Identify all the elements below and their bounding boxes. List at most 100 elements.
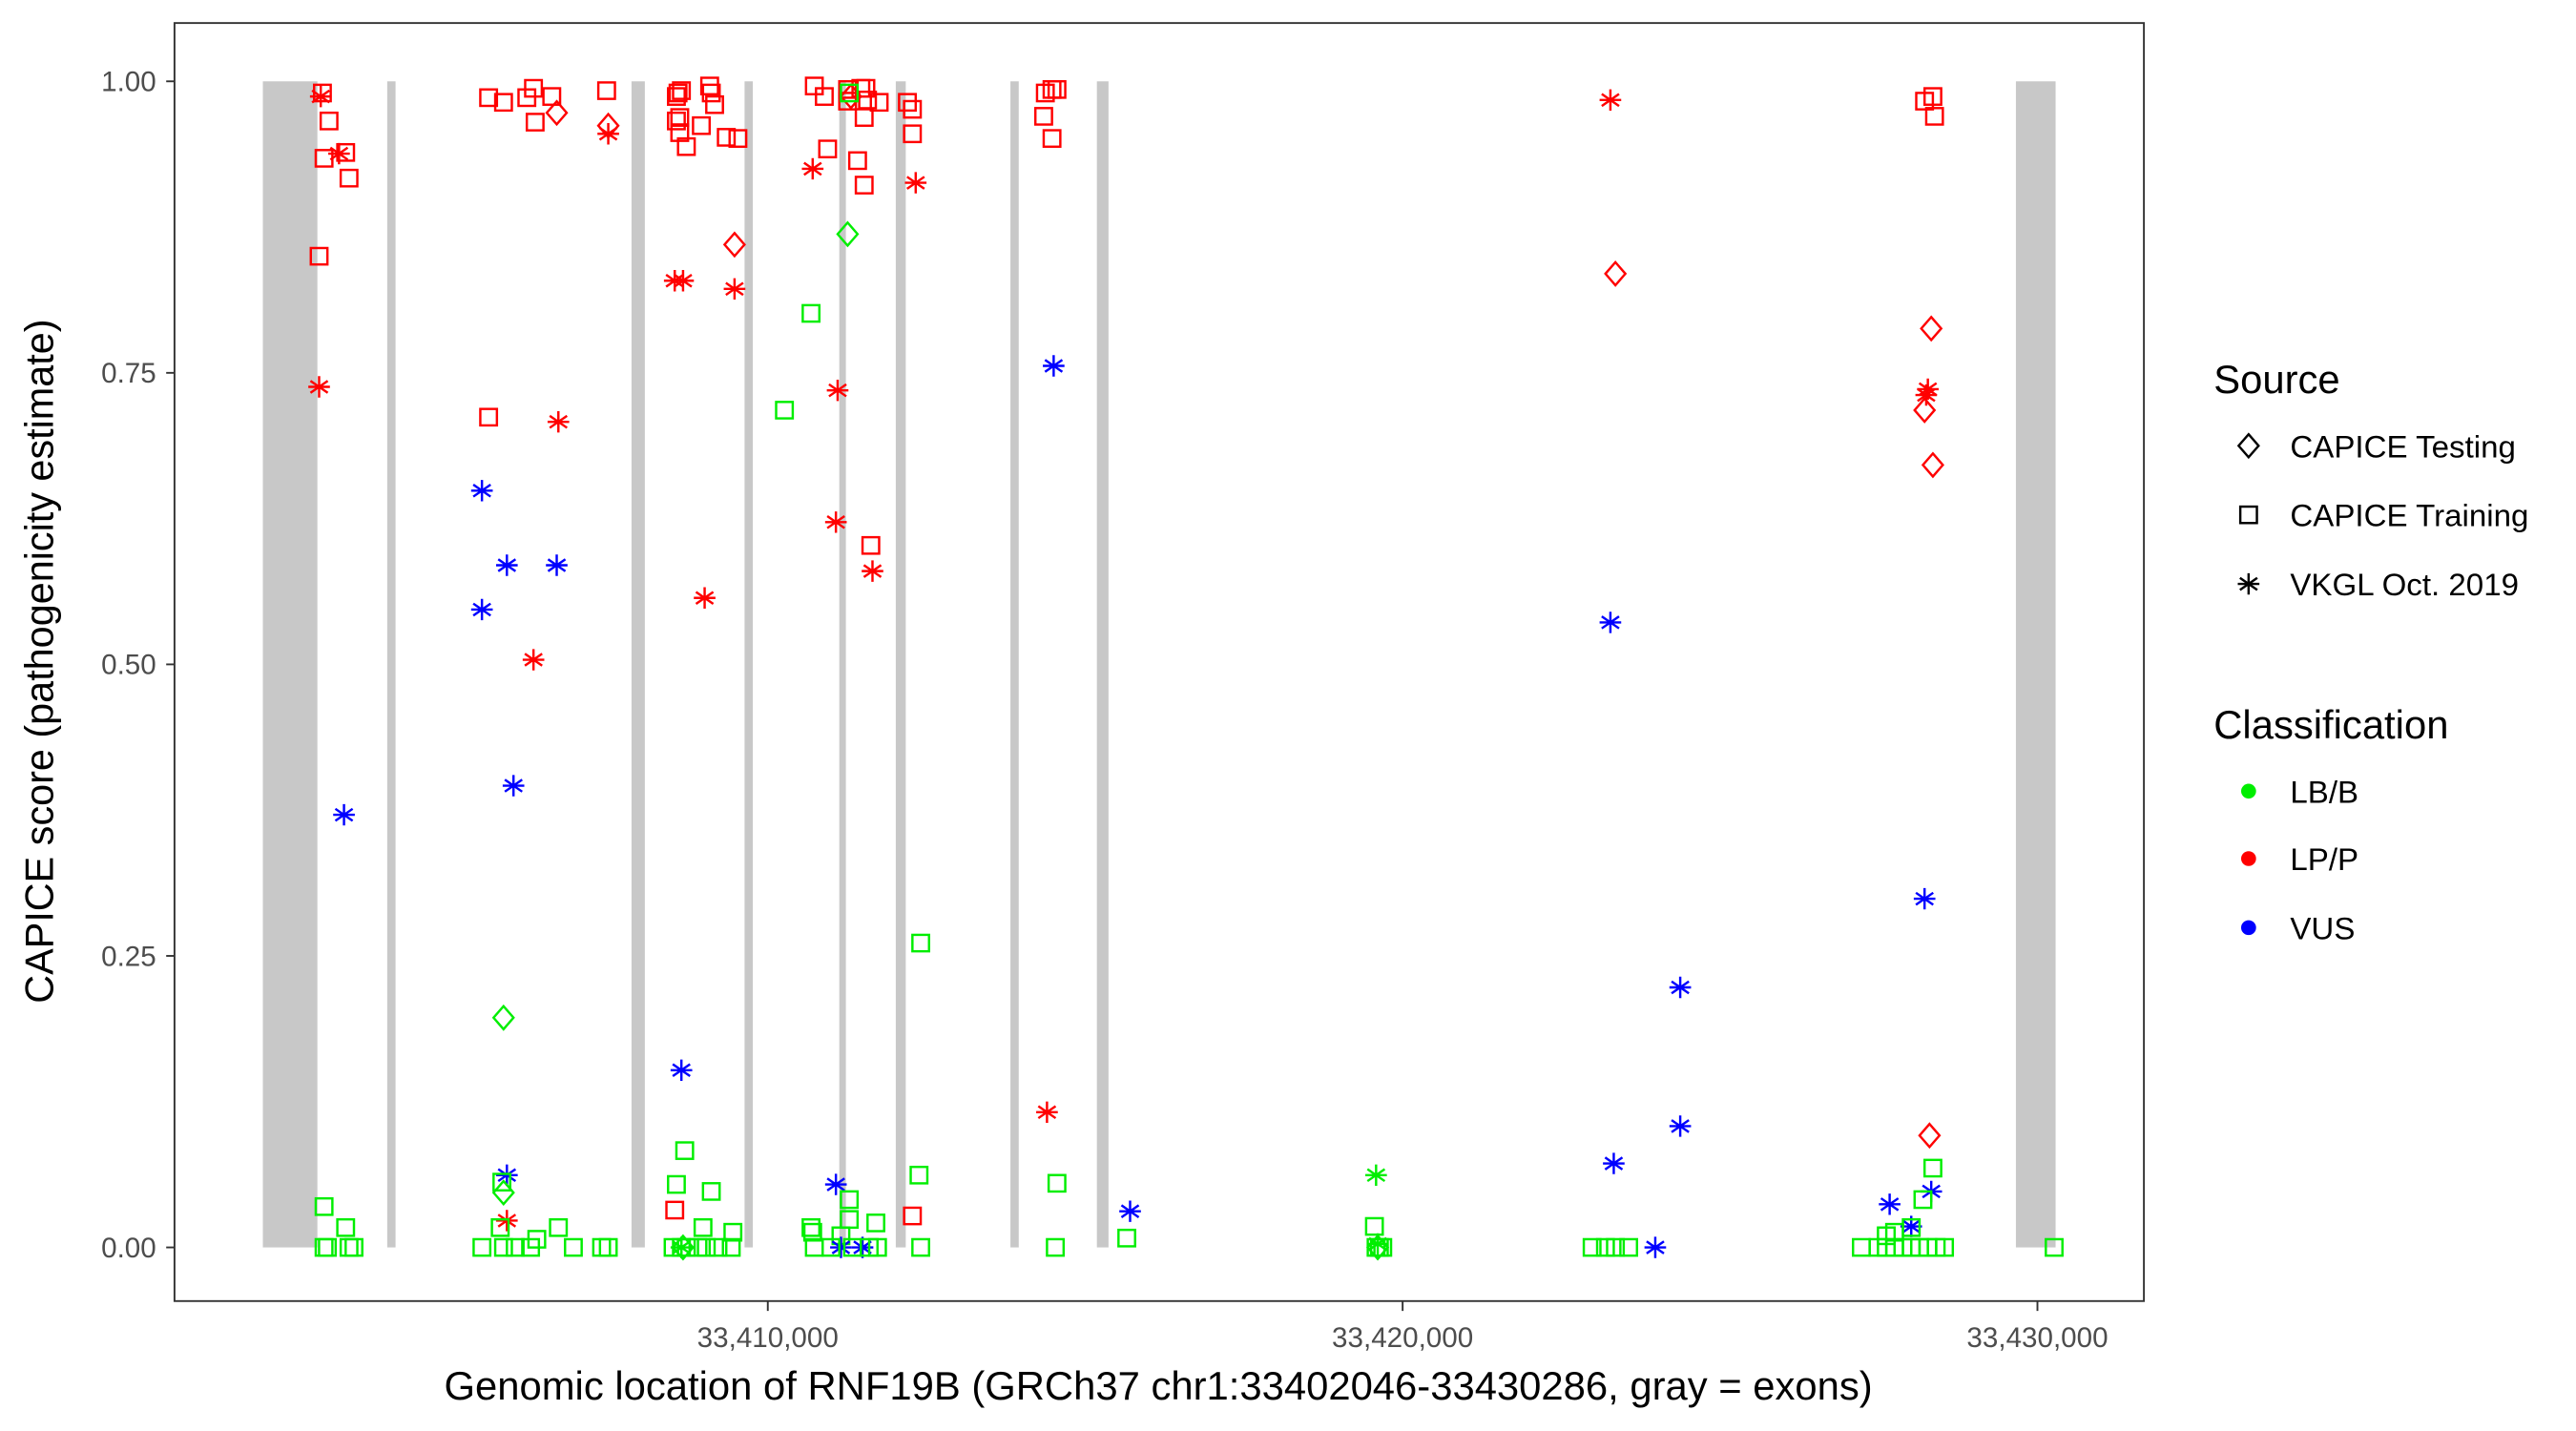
square-marker [670,123,690,142]
data-point [696,1237,717,1257]
diamond-marker [2236,432,2260,460]
data-point [1366,1233,1389,1255]
square-marker [1034,107,1053,126]
square-marker [564,1237,583,1257]
data-point [1922,87,1942,106]
diamond-marker [722,231,746,259]
data-point [854,108,874,127]
data-point [670,1059,693,1081]
diamond-marker [1920,315,1943,342]
data-point [1917,378,1939,401]
square-marker [506,1237,525,1257]
data-point [309,85,332,108]
square-marker [665,1200,685,1220]
data-point [851,1236,874,1258]
asterisk-marker [522,649,545,671]
exon-bands [262,81,2056,1248]
data-point [903,99,923,119]
asterisk-marker [1365,1164,1387,1186]
asterisk-marker [1915,384,1938,406]
data-point [339,1237,359,1257]
legend-key-dot-icon [2241,783,2256,799]
data-point [821,1237,841,1257]
square-marker [840,1190,860,1210]
data-point [911,1237,930,1257]
data-point [524,78,544,98]
data-point [862,560,883,582]
data-point [546,554,568,576]
exon-band [744,81,754,1248]
exon-band [262,81,318,1248]
square-marker [801,1217,821,1237]
square-marker [821,1237,841,1257]
data-point [1922,1158,1942,1178]
y-tick-label: 0.50 [101,650,156,681]
square-marker [721,1237,741,1257]
asterisk-marker [670,1059,693,1081]
data-point [667,87,686,106]
square-marker [336,142,356,162]
data-point [1043,355,1065,377]
y-axis-title: CAPICE score (pathogenicity estimate) [17,319,62,1003]
legend-key-square-icon [2238,505,2258,525]
data-point [1047,79,1067,99]
data-point [1606,1237,1626,1257]
square-marker [728,129,748,148]
data-point [1920,315,1943,342]
data-point [470,598,493,621]
asterisk-marker [830,1236,852,1258]
data-point [694,587,716,609]
data-point [804,1237,824,1257]
diamond-marker [1913,397,1937,424]
asterisk-marker [1669,976,1692,999]
data-point [1042,129,1062,148]
data-point [721,1237,741,1257]
asterisk-marker [801,157,824,180]
square-marker [479,407,499,427]
y-tick-label: 0.25 [101,941,156,972]
data-point [1913,887,1936,910]
square-marker [847,151,867,171]
data-point [802,1222,822,1242]
asterisk-marker [470,598,493,621]
data-point [909,1165,929,1185]
asterisk-marker [1669,1115,1692,1137]
data-point [564,1237,583,1257]
legend-key-diamond-icon [2236,432,2260,460]
data-points [308,76,2064,1261]
data-point [495,1210,518,1232]
legend-source-title: Source [2213,357,2339,402]
data-point [492,1172,511,1192]
square-marker [854,176,874,195]
asterisk-marker [502,775,525,797]
square-marker [708,1237,728,1257]
square-marker [692,115,712,135]
square-marker [802,1222,822,1242]
data-point [1582,1237,1602,1257]
data-point [1924,107,1944,126]
x-tick-label: 33,420,000 [1332,1322,1473,1354]
data-point [1901,1217,1922,1237]
x-tick-label: 33,410,000 [697,1322,839,1354]
data-point [1852,1237,1871,1257]
asterisk-marker [1603,1152,1625,1174]
data-point [824,1173,847,1195]
asterisk-marker [597,123,619,145]
data-point [1595,1237,1615,1257]
asterisk-marker [309,85,332,108]
square-marker [854,108,874,127]
square-marker [319,111,339,131]
asterisk-marker [2237,572,2260,595]
data-point [675,1141,695,1160]
asterisk-marker [333,803,355,826]
data-point [2045,1237,2064,1257]
data-point [493,1237,513,1257]
data-point [495,1164,518,1186]
square-marker [869,93,889,113]
square-marker [1047,1173,1067,1193]
data-point [344,1237,364,1257]
data-point [592,1237,612,1257]
square-marker [911,933,930,953]
square-marker [592,1237,612,1257]
asterisk-marker [1879,1193,1901,1215]
